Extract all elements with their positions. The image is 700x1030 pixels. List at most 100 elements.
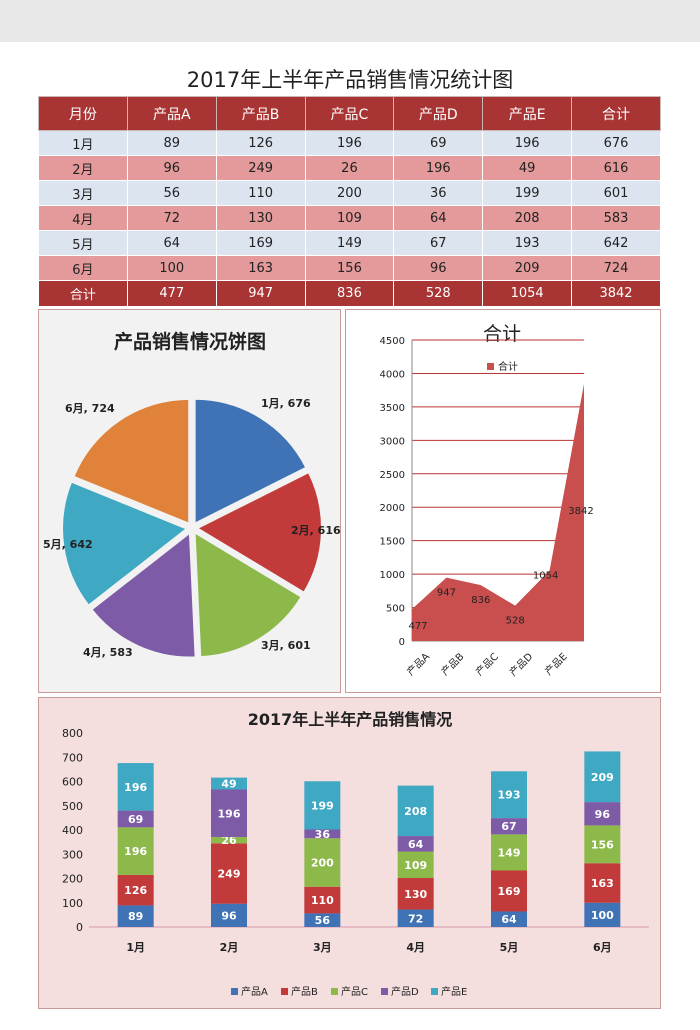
bar-segment [584, 863, 621, 903]
table-total-cell: 947 [215, 280, 306, 307]
bar-data-label: 36 [315, 828, 331, 841]
y-tick-label: 500 [386, 604, 405, 615]
legend-swatch [281, 988, 288, 995]
table-cell: 209 [482, 255, 573, 281]
bar-segment [117, 810, 154, 828]
table-cell: 69 [393, 130, 484, 156]
y-tick-label: 0 [399, 637, 405, 648]
bar-segment [211, 903, 247, 927]
header-cell: 产品E [482, 96, 573, 131]
table-cell: 200 [304, 180, 395, 206]
x-tick-label: 产品A [404, 650, 432, 678]
x-tick-label: 1月 [126, 941, 145, 954]
x-tick-label: 产品E [542, 650, 570, 678]
table-cell: 49 [482, 155, 573, 181]
legend-swatch [331, 988, 338, 995]
y-tick-label: 2000 [380, 503, 405, 514]
table-cell: 26 [304, 155, 395, 181]
bar-data-label: 72 [408, 912, 423, 925]
table-cell: 601 [571, 180, 661, 206]
table-cell: 156 [304, 255, 395, 281]
table-cell: 72 [126, 205, 217, 231]
area-data-label: 1054 [533, 570, 558, 581]
table-cell: 249 [215, 155, 306, 181]
pie-chart: 产品销售情况饼图 1月, 676 2月, 616 3月, 601 4月, 583 5月, … [43, 330, 341, 659]
table-row: 1月 89 126 196 69 196 676 [38, 130, 661, 156]
area-data-label: 947 [437, 588, 456, 599]
table-row: 6月 100 163 156 96 209 724 [38, 255, 661, 281]
pie-data-label: 5月, 642 [43, 538, 93, 551]
bar-segment [117, 763, 154, 811]
x-tick-label: 产品C [473, 650, 501, 678]
bar-data-label: 196 [124, 845, 147, 858]
table-cell: 100 [126, 255, 217, 281]
table-cell: 64 [393, 205, 484, 231]
table-cell: 36 [393, 180, 484, 206]
table-cell: 110 [215, 180, 306, 206]
table-row: 5月 64 169 149 67 193 642 [38, 230, 661, 256]
table-cell: 89 [126, 130, 217, 156]
bar-segment [304, 829, 341, 839]
stacked-bar-chart: 2017年上半年产品销售情况 0 100 200 300 400 500 600 700 800 8… [62, 710, 649, 998]
table-cell: 616 [571, 155, 661, 181]
bar-segment [584, 802, 621, 826]
bar-data-label: 193 [498, 789, 521, 802]
bar-segment [397, 878, 434, 910]
bar-segment [491, 818, 527, 835]
table-cell: 4月 [38, 205, 128, 231]
bar-data-label: 163 [591, 877, 614, 890]
bar-segment [211, 777, 247, 790]
y-tick-label: 300 [62, 848, 83, 861]
legend-label: 合计 [498, 360, 518, 373]
pie-data-label: 4月, 583 [83, 646, 133, 659]
y-tick-label: 200 [62, 873, 83, 886]
area-data-label: 528 [506, 616, 525, 627]
y-tick-label: 3500 [380, 403, 405, 414]
y-tick-label: 800 [62, 727, 83, 740]
pie-slice [90, 530, 197, 659]
table-cell: 163 [215, 255, 306, 281]
bar-data-label: 126 [124, 884, 147, 897]
bar-data-label: 149 [498, 846, 521, 859]
table-cell: 196 [482, 130, 573, 156]
bar-data-label: 130 [404, 888, 427, 901]
area-chart-panel: 合计 合计 0 500 1000 1500 2000 2500 3000 3500 4000 4500… [345, 309, 661, 693]
bar-segment [491, 834, 527, 871]
x-tick-label: 产品B [438, 650, 466, 678]
table-total-cell: 1054 [482, 280, 573, 307]
table-cell: 1月 [38, 130, 128, 156]
bar-segment [397, 851, 434, 879]
bar-segment [491, 870, 527, 912]
table-cell: 169 [215, 230, 306, 256]
pie-slice [61, 480, 190, 608]
pie-slice [194, 470, 323, 595]
legend-swatch [231, 988, 238, 995]
header-cell: 月份 [38, 96, 128, 131]
pie-slice [72, 397, 191, 526]
bar-data-label: 249 [218, 868, 241, 881]
y-tick-label: 1500 [380, 537, 405, 548]
bar-data-label: 67 [501, 820, 516, 833]
bar-data-label: 199 [311, 799, 334, 812]
bar-segment [491, 911, 527, 927]
bar-segment [117, 827, 154, 875]
table-cell: 96 [126, 155, 217, 181]
table-cell: 642 [571, 230, 661, 256]
legend-label: 产品A [241, 985, 268, 998]
bar-data-label: 56 [315, 914, 331, 927]
table-cell: 64 [126, 230, 217, 256]
bar-data-label: 49 [221, 778, 236, 791]
bar-data-label: 156 [591, 838, 614, 851]
bar-segment [211, 837, 247, 844]
table-cell: 724 [571, 255, 661, 281]
y-tick-label: 4500 [380, 336, 405, 347]
area-series [412, 384, 584, 641]
bar-data-label: 209 [591, 771, 614, 784]
header-cell: 产品B [215, 96, 306, 131]
y-tick-label: 100 [62, 897, 83, 910]
area-data-label: 477 [408, 621, 427, 632]
legend-label: 产品C [341, 985, 368, 998]
pie-data-label: 3月, 601 [261, 639, 311, 652]
legend-swatch [487, 363, 494, 370]
bar-segment [397, 836, 434, 852]
